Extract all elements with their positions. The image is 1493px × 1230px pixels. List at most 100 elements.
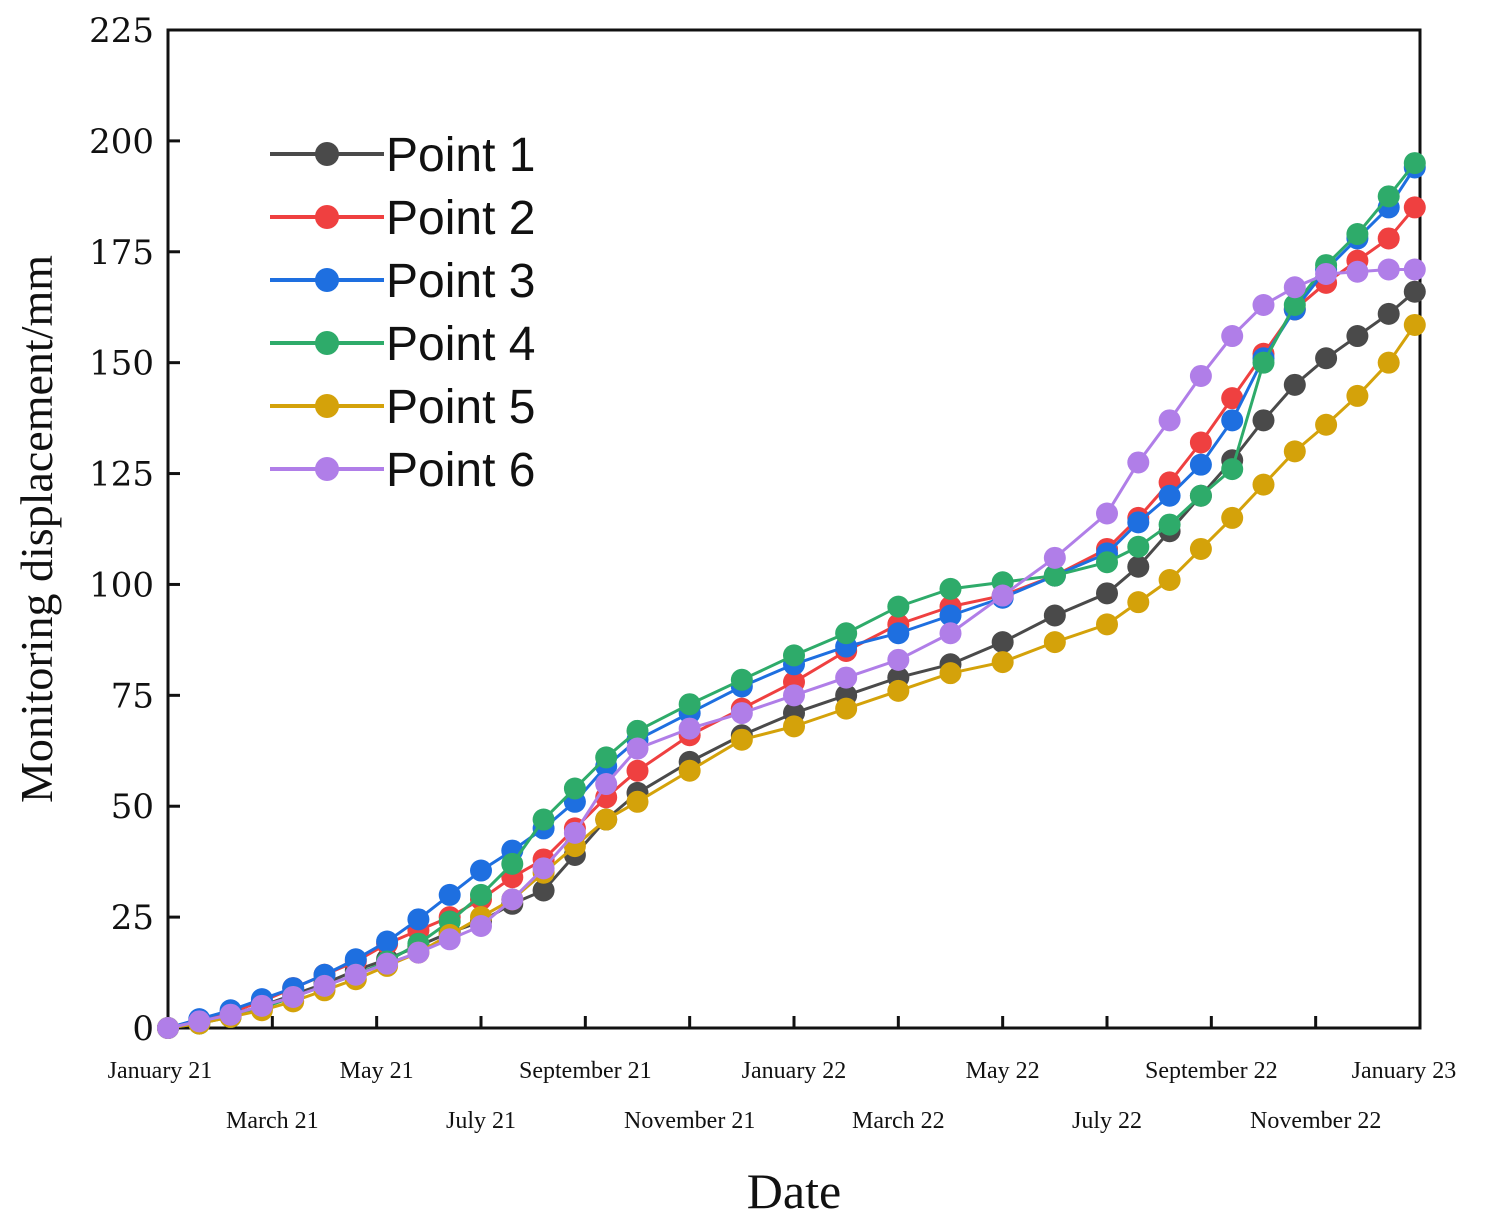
data-point	[1377, 258, 1400, 281]
legend-item: Point 6	[270, 444, 535, 497]
data-point	[730, 728, 753, 751]
data-point	[470, 883, 492, 906]
legend-marker	[315, 268, 339, 292]
legend-label: Point 6	[386, 444, 535, 497]
data-point	[532, 879, 555, 902]
data-point	[1403, 152, 1426, 175]
data-point	[887, 679, 910, 702]
legend-item: Point 2	[270, 192, 535, 245]
data-point	[1043, 564, 1066, 587]
data-point	[595, 773, 618, 796]
data-point	[219, 1003, 242, 1026]
data-point	[1403, 280, 1426, 303]
data-point	[1403, 258, 1426, 281]
data-point	[376, 930, 399, 953]
x-tick-label: May 22	[966, 1058, 1040, 1084]
data-point	[678, 693, 701, 716]
data-point	[1221, 387, 1244, 410]
data-point	[1283, 373, 1306, 396]
data-point	[991, 584, 1014, 607]
data-point	[1096, 613, 1118, 636]
data-point	[407, 908, 430, 931]
legend-marker	[315, 394, 339, 418]
data-point	[1346, 223, 1369, 246]
y-tick-label: 150	[89, 344, 154, 384]
data-point	[991, 631, 1014, 654]
data-point	[1043, 604, 1066, 627]
x-tick-label: September 21	[519, 1058, 652, 1084]
data-point	[532, 857, 555, 880]
legend-label: Point 4	[386, 318, 535, 371]
legend: Point 1 Point 2 Point 3 Point 4 Point 5 Point…	[270, 129, 535, 497]
data-point	[1127, 535, 1150, 558]
x-tick-label: January 23	[1352, 1058, 1457, 1084]
legend-item: Point 5	[270, 381, 535, 434]
data-point	[887, 622, 910, 645]
y-tick-label: 50	[111, 787, 154, 827]
data-point	[887, 595, 910, 618]
data-point	[1221, 458, 1244, 481]
data-point	[730, 702, 753, 725]
series-2	[157, 196, 1426, 1039]
data-point	[438, 928, 461, 951]
y-axis: 0 25 50 75 100 125 150 175 200 225	[89, 11, 180, 1049]
data-point	[407, 941, 430, 964]
data-point	[1252, 409, 1275, 432]
data-point	[501, 888, 524, 911]
x-tick-label: July 22	[1072, 1108, 1142, 1134]
y-tick-label: 200	[89, 122, 154, 162]
y-tick-label: 225	[89, 11, 154, 51]
x-tick-label: July 21	[446, 1108, 516, 1134]
data-point	[1043, 631, 1066, 654]
data-point	[501, 852, 524, 875]
data-point	[1377, 185, 1400, 208]
data-point	[1158, 513, 1181, 536]
data-point	[1283, 294, 1306, 317]
y-tick-label: 75	[111, 676, 154, 716]
x-tick-label: November 22	[1250, 1108, 1381, 1134]
data-point	[532, 808, 555, 831]
data-point	[1158, 409, 1181, 432]
data-point	[1127, 591, 1150, 614]
y-tick-label: 25	[111, 898, 154, 938]
data-point	[1315, 347, 1338, 370]
x-tick-label: September 22	[1145, 1058, 1278, 1084]
data-point	[344, 963, 367, 986]
data-point	[991, 651, 1014, 674]
data-point	[1096, 582, 1118, 605]
data-point	[783, 715, 805, 738]
data-point	[626, 790, 649, 813]
x-tick-label: March 22	[852, 1108, 945, 1134]
data-point	[626, 759, 649, 782]
series-line	[167, 166, 1417, 1030]
data-point	[563, 777, 586, 800]
data-point	[1189, 431, 1212, 454]
x-tick-label: November 21	[624, 1108, 755, 1134]
legend-label: Point 5	[386, 381, 535, 434]
data-point	[1189, 537, 1212, 560]
data-point	[1158, 484, 1181, 507]
data-point	[939, 604, 962, 627]
legend-item: Point 3	[270, 255, 535, 308]
data-point	[470, 914, 492, 937]
y-tick-label: 125	[89, 455, 154, 495]
data-point	[188, 1010, 211, 1033]
data-point	[835, 622, 858, 645]
data-point	[1096, 551, 1118, 574]
data-point	[1346, 384, 1369, 407]
plot-area	[166, 28, 1422, 1030]
y-axis-title: Monitoring displacement/mm	[11, 255, 62, 803]
legend-label: Point 1	[386, 129, 535, 182]
legend-marker	[315, 142, 339, 166]
data-point	[730, 668, 753, 691]
data-point	[1346, 260, 1369, 283]
data-point	[1403, 313, 1426, 336]
data-point	[1127, 451, 1150, 474]
data-point	[626, 737, 649, 760]
data-point	[1189, 364, 1212, 387]
data-point	[157, 1017, 179, 1039]
data-point	[1283, 440, 1306, 463]
data-point	[1377, 227, 1400, 250]
legend-item: Point 1	[270, 129, 535, 182]
